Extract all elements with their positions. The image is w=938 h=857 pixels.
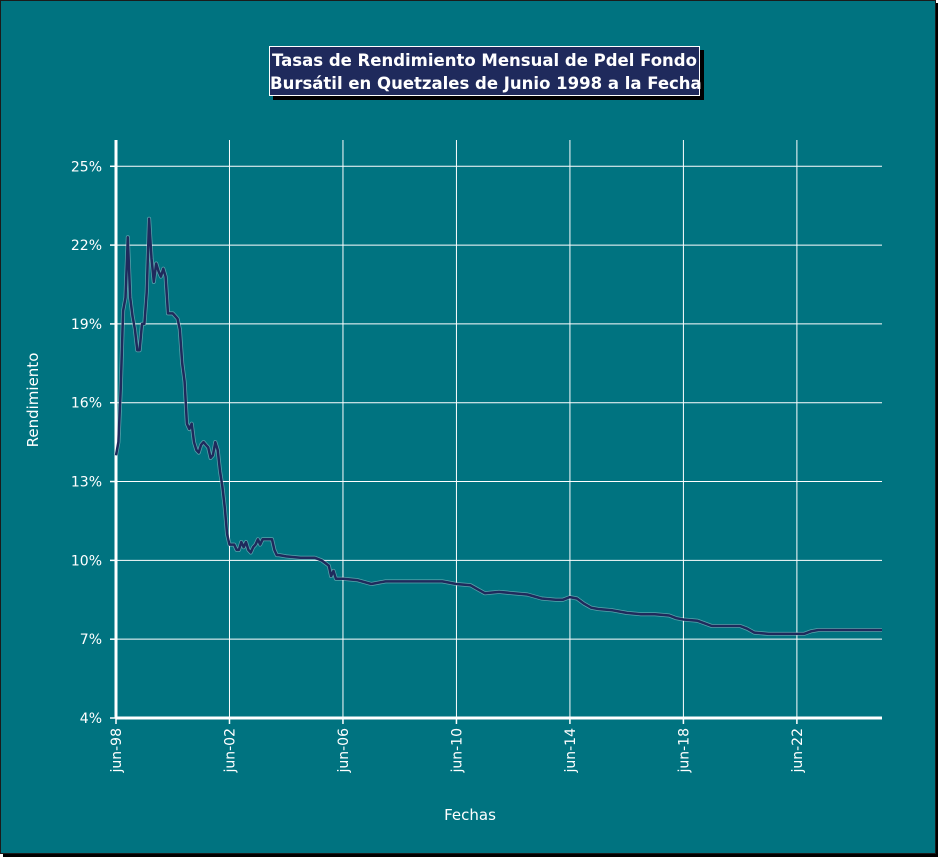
y-axis-title: Rendimiento — [24, 353, 42, 448]
axes — [110, 140, 882, 724]
y-tick-label: 10% — [71, 553, 102, 569]
y-tick-label: 4% — [80, 711, 102, 727]
series-halo — [114, 216, 882, 636]
tick-labels: 25% 22% 19% 16% 13% 10% 7% 4% jun-98 jun-02 jun-06… — [71, 159, 806, 773]
x-tick-label: jun-06 — [336, 728, 352, 774]
x-tick-label: jun-10 — [449, 728, 465, 774]
y-tick-label: 22% — [71, 238, 102, 254]
x-tick-label: jun-14 — [563, 728, 579, 774]
x-tick-label: jun-22 — [790, 728, 806, 774]
y-tick-label: 25% — [71, 159, 102, 175]
y-tick-label: 16% — [71, 396, 102, 412]
chart-title-line-1: Tasas de Rendimiento Mensual de Pdel Fon… — [272, 51, 697, 70]
x-tick-label: jun-02 — [222, 728, 238, 774]
grid-lines — [115, 140, 882, 719]
series-line — [114, 217, 882, 636]
x-tick-label: jun-98 — [109, 728, 125, 774]
y-tick-label: 7% — [80, 632, 102, 648]
x-axis-title: Fechas — [444, 806, 496, 824]
series-layer — [114, 216, 882, 636]
y-tick-label: 13% — [71, 475, 102, 491]
x-tick-label: jun-18 — [676, 728, 692, 774]
chart-title: Tasas de Rendimiento Mensual de Pdel Fon… — [269, 46, 702, 96]
y-tick-label: 19% — [71, 317, 102, 333]
chart-title-line-2: Bursátil en Quetzales de Junio 1998 a la… — [270, 74, 702, 93]
